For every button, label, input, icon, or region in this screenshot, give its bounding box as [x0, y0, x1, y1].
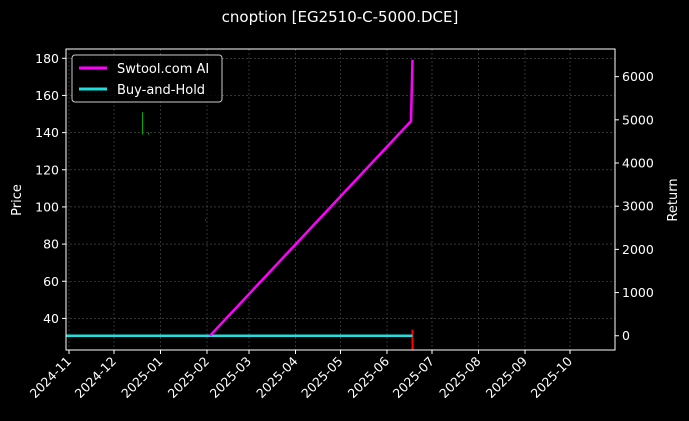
y-axis-label-right: Return — [666, 178, 681, 221]
legend-label-swtool: Swtool.com AI — [117, 62, 209, 77]
y-axis-right: 0 1000 2000 3000 4000 5000 6000 — [615, 69, 654, 343]
y-tick-label-7: 180 — [35, 51, 59, 66]
y-tick-label-2: 80 — [43, 237, 59, 252]
legend-label-buy-and-hold: Buy-and-Hold — [117, 83, 205, 98]
y-axis-left: 40 60 80 100 120 140 160 180 — [35, 51, 66, 326]
y2-tick-label-4: 4000 — [622, 156, 654, 171]
price-marks — [142, 112, 414, 350]
grid — [66, 49, 615, 350]
legend-box — [71, 54, 223, 103]
y2-tick-label-2: 2000 — [622, 242, 654, 257]
y2-tick-label-3: 3000 — [622, 199, 654, 214]
y-tick-label-0: 40 — [43, 311, 59, 326]
chart-title: cnoption [EG2510-C-5000.DCE] — [222, 8, 459, 26]
y-tick-label-1: 60 — [43, 274, 59, 289]
series-lines — [66, 59, 414, 337]
y-tick-label-5: 140 — [35, 125, 59, 140]
y2-tick-label-5: 5000 — [622, 112, 654, 127]
y-tick-label-3: 100 — [35, 199, 59, 214]
series-line-0 — [209, 59, 414, 337]
y-axis-label-left: Price — [10, 184, 25, 216]
y2-tick-label-6: 6000 — [622, 69, 654, 84]
y2-tick-label-1: 1000 — [622, 285, 654, 300]
y-tick-label-4: 120 — [35, 162, 59, 177]
legend: Swtool.com AI Buy-and-Hold — [71, 54, 223, 103]
y2-tick-label-0: 0 — [622, 328, 630, 343]
y-tick-label-6: 160 — [35, 88, 59, 103]
